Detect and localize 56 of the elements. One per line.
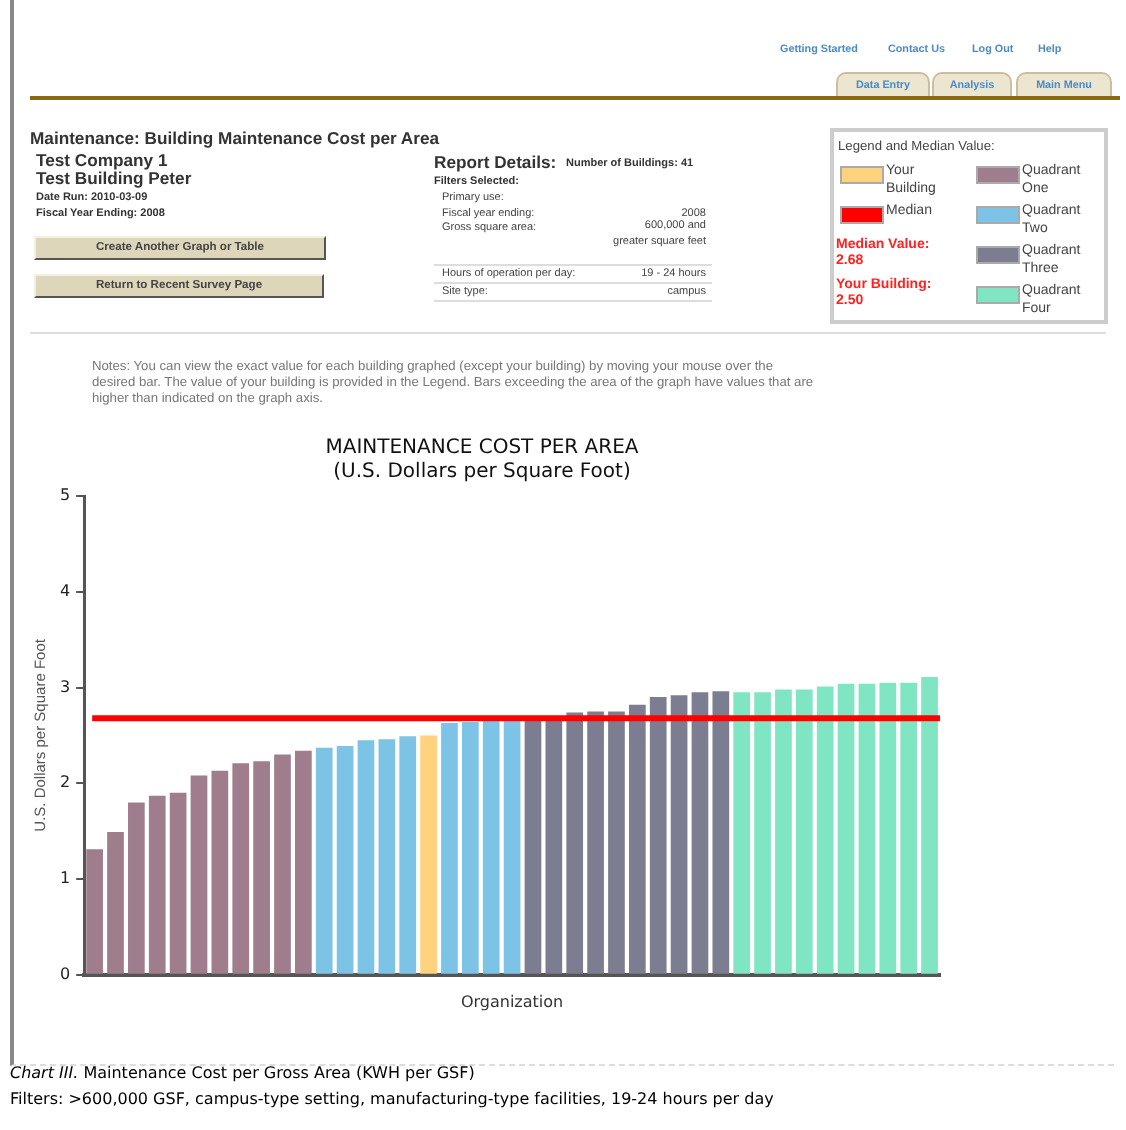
bar xyxy=(148,795,166,974)
bar xyxy=(253,761,270,974)
text: Maintenance: Building Maintenance Cost per Area xyxy=(30,128,440,150)
x-axis-title: Organization xyxy=(460,992,564,1011)
y-tick-label: 3 xyxy=(59,677,71,696)
bar xyxy=(107,832,124,974)
bar xyxy=(566,712,584,974)
y-tick-label: 1 xyxy=(59,869,71,888)
bar xyxy=(608,711,625,974)
bar xyxy=(128,802,145,974)
bar xyxy=(524,717,542,974)
bar xyxy=(441,722,458,974)
bar xyxy=(795,689,813,974)
bar xyxy=(420,735,437,974)
text: Test Building Peter xyxy=(36,168,192,190)
bar xyxy=(649,697,667,974)
bar xyxy=(858,683,876,974)
bar xyxy=(461,721,479,974)
text: Filters: >600,000 GSF, campus-type setting, manufacturing-type facilities, 19-24 hours per day xyxy=(10,1090,774,1110)
bar xyxy=(86,849,103,974)
bar xyxy=(900,682,918,974)
text: Report Details: xyxy=(434,152,557,174)
text: Maintenance Cost per Gross Area (KWH per GSF) xyxy=(83,1064,475,1082)
bar xyxy=(357,740,375,974)
bar xyxy=(315,747,333,974)
bar xyxy=(399,736,417,974)
bar xyxy=(503,718,521,974)
bar xyxy=(816,686,834,974)
bar xyxy=(879,682,897,974)
bar xyxy=(670,695,688,974)
bar xyxy=(274,754,291,974)
bar xyxy=(628,704,646,974)
bar xyxy=(378,739,396,974)
bar xyxy=(754,692,771,974)
text: Test Company 1 xyxy=(36,150,168,171)
y-tick-label: 2 xyxy=(59,773,71,792)
bar xyxy=(921,676,938,974)
bar xyxy=(232,763,250,974)
chart-title: MAINTENANCE COST PER AREA xyxy=(325,437,639,460)
bar xyxy=(733,692,751,974)
bar xyxy=(837,683,855,974)
bar xyxy=(712,691,730,974)
bar xyxy=(691,692,709,974)
y-tick-label: 0 xyxy=(59,964,71,983)
y-tick-label: 4 xyxy=(59,581,71,600)
bar xyxy=(482,720,500,974)
y-tick-label: 5 xyxy=(59,486,71,505)
bar xyxy=(336,745,354,974)
bar xyxy=(211,770,229,974)
bar xyxy=(295,750,312,974)
text: Chart III. xyxy=(10,1064,79,1082)
bar xyxy=(587,711,604,974)
bar xyxy=(190,775,208,974)
chart-subtitle: (U.S. Dollars per Square Foot) xyxy=(333,461,631,484)
bar xyxy=(169,792,187,974)
bar xyxy=(775,689,792,974)
